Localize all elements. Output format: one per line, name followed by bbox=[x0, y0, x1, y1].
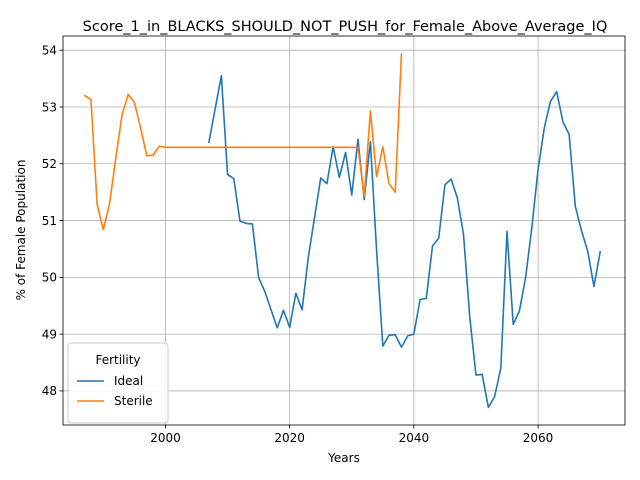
legend-box bbox=[67, 342, 169, 424]
y-tick-label: 51 bbox=[42, 214, 57, 228]
legend-label-sterile: Sterile bbox=[114, 394, 153, 408]
y-tick-label: 53 bbox=[42, 100, 57, 114]
y-tick-label: 50 bbox=[42, 271, 57, 285]
x-tick-label: 2040 bbox=[399, 431, 430, 445]
x-tick-label: 2060 bbox=[523, 431, 554, 445]
y-axis-label: % of Female Population bbox=[14, 160, 28, 301]
x-tick-label: 2020 bbox=[274, 431, 305, 445]
grid bbox=[63, 36, 625, 425]
series-line-ideal bbox=[207, 74, 602, 409]
y-tick-label: 54 bbox=[42, 43, 57, 57]
x-axis-label: Years bbox=[327, 451, 360, 465]
legend-title: Fertility bbox=[95, 353, 140, 367]
y-tick-label: 48 bbox=[42, 384, 57, 398]
legend: Fertility Ideal Sterile bbox=[67, 342, 169, 424]
legend-label-ideal: Ideal bbox=[114, 374, 143, 388]
y-tick-label: 52 bbox=[42, 157, 57, 171]
y-tick-label: 49 bbox=[42, 327, 57, 341]
series-line-sterile bbox=[83, 53, 403, 231]
plot-area-frame bbox=[62, 35, 626, 426]
axis-ticks: 2000 2020 2040 2060 48 49 50 51 52 53 54 bbox=[42, 43, 554, 445]
x-tick-label: 2000 bbox=[150, 431, 181, 445]
plot-lines bbox=[83, 53, 602, 409]
chart-title: Score_1_in_BLACKS_SHOULD_NOT_PUSH_for_Fe… bbox=[83, 19, 608, 35]
